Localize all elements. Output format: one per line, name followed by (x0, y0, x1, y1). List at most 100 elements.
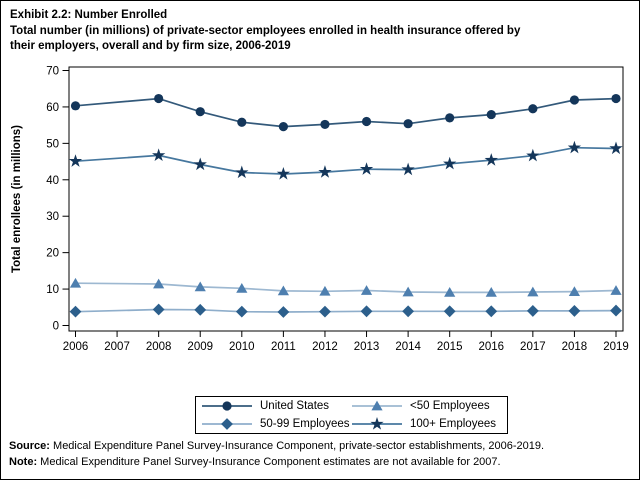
star-marker-icon (609, 141, 623, 155)
x-tick-label: 2010 (229, 341, 255, 353)
source-text: Medical Expenditure Panel Survey-Insuran… (49, 440, 545, 452)
triangle-marker-icon (402, 286, 414, 297)
x-tick-label: 2015 (437, 341, 463, 353)
legend-item-100-employees: 100+ Employees (351, 415, 507, 433)
star-marker-icon (401, 162, 415, 176)
star-marker-icon (318, 165, 332, 178)
circle-marker-icon (320, 119, 330, 130)
triangle-marker-icon (277, 285, 289, 296)
x-tick-label: 2009 (187, 341, 213, 353)
star-marker-icon (443, 156, 457, 170)
diamond-marker-icon (443, 305, 456, 318)
x-tick-label: 2016 (478, 341, 504, 353)
star-marker-icon (152, 148, 166, 162)
series-markers-100-employees (68, 140, 623, 180)
y-tick-label: 30 (46, 211, 59, 223)
star-marker-icon (235, 165, 249, 179)
diamond-marker-icon (152, 303, 165, 316)
series-line-100-employees (75, 146, 617, 175)
star-marker-icon (359, 162, 374, 175)
circle-marker-icon (195, 107, 205, 117)
diamond-marker-icon (526, 305, 539, 317)
diamond-marker-icon (69, 305, 82, 318)
diamond-marker-icon (235, 305, 248, 318)
circle-marker-icon (154, 93, 164, 104)
star-marker-icon (526, 148, 540, 162)
x-tick-label: 2017 (520, 341, 546, 353)
y-tick-label: 70 (46, 66, 59, 78)
legend-item-50-employees: <50 Employees (351, 397, 507, 415)
y-tick-label: 0 (53, 321, 59, 333)
series-markers-50-employees (69, 277, 622, 297)
diamond-marker-icon (485, 305, 498, 318)
triangle-marker-icon (194, 281, 206, 292)
triangle-marker-icon (610, 285, 622, 295)
diamond-marker-icon (221, 418, 233, 430)
legend-item-50-99-employees: 50-99 Employees (201, 415, 351, 433)
y-tick-label: 60 (46, 102, 59, 114)
legend-label-50-employees: <50 Employees (410, 400, 490, 412)
circle-marker-icon (70, 101, 81, 111)
legend-triangle-sample-icon (352, 400, 402, 411)
y-tick-label: 40 (46, 175, 59, 187)
legend-item-united-states: United States (201, 397, 351, 415)
circle-marker-icon (445, 113, 455, 123)
legend-circle-sample-icon (202, 401, 252, 411)
x-tick-label: 2014 (395, 341, 421, 353)
source-note: Source: Medical Expenditure Panel Survey… (9, 438, 544, 454)
triangle-marker-icon (485, 286, 497, 297)
y-tick-label: 50 (46, 138, 59, 150)
circle-marker-icon (222, 401, 232, 411)
triangle-marker-icon (527, 286, 539, 297)
circle-marker-icon (403, 119, 413, 129)
x-tick-label: 2006 (63, 341, 89, 353)
triangle-marker-icon (236, 282, 248, 293)
triangle-marker-icon (319, 285, 331, 296)
circle-marker-icon (278, 122, 288, 132)
x-tick-label: 2013 (354, 341, 380, 353)
triangle-marker-icon (153, 278, 165, 289)
availability-note: Note: Medical Expenditure Panel Survey-I… (9, 454, 544, 470)
y-tick-label: 20 (46, 248, 59, 260)
circle-marker-icon (569, 95, 580, 105)
x-tick-label: 2011 (271, 341, 296, 353)
chart-footnotes: Source: Medical Expenditure Panel Survey… (9, 438, 544, 470)
star-marker-icon (68, 154, 83, 167)
circle-marker-icon (528, 104, 538, 114)
chart-title: Exhibit 2.2: Number Enrolled Total numbe… (10, 8, 520, 55)
triangle-marker-icon (371, 400, 383, 411)
triangle-marker-icon (444, 286, 456, 297)
star-marker-icon (567, 140, 582, 154)
legend-label-united-states: United States (260, 400, 330, 412)
legend-label-50-99-employees: 50-99 Employees (260, 418, 350, 430)
star-marker-icon (484, 153, 498, 166)
y-tick-label: 10 (46, 284, 59, 296)
diamond-marker-icon (319, 305, 331, 318)
triangle-marker-icon (568, 286, 581, 297)
chart-title-line3: their employers, overall and by firm siz… (10, 40, 291, 52)
star-marker-icon (276, 166, 291, 180)
circle-marker-icon (361, 116, 372, 127)
triangle-marker-icon (360, 285, 373, 295)
diamond-marker-icon (610, 304, 622, 317)
source-label: Source: (9, 440, 50, 452)
note-text: Medical Expenditure Panel Survey-Insuran… (37, 456, 501, 468)
chart-title-line1: Exhibit 2.2: Number Enrolled (10, 9, 168, 21)
chart-legend: United States <50 Employees 50-99 Employee… (195, 396, 508, 434)
diamond-marker-icon (277, 306, 290, 318)
circle-marker-icon (237, 117, 247, 127)
series-markers-50-99-employees (69, 303, 622, 318)
series-markers-united-states (70, 93, 621, 132)
x-tick-label: 2018 (562, 341, 588, 353)
legend-star-sample-icon (352, 417, 402, 430)
legend-label-100-employees: 100+ Employees (410, 418, 496, 430)
x-tick-label: 2012 (312, 341, 338, 353)
chart-title-line2: Total number (in millions) of private-se… (10, 24, 521, 37)
triangle-marker-icon (69, 277, 82, 288)
x-tick-label: 2008 (146, 341, 172, 353)
plot-frame (68, 66, 624, 332)
note-label: Note: (9, 456, 38, 468)
star-marker-icon (370, 417, 384, 430)
